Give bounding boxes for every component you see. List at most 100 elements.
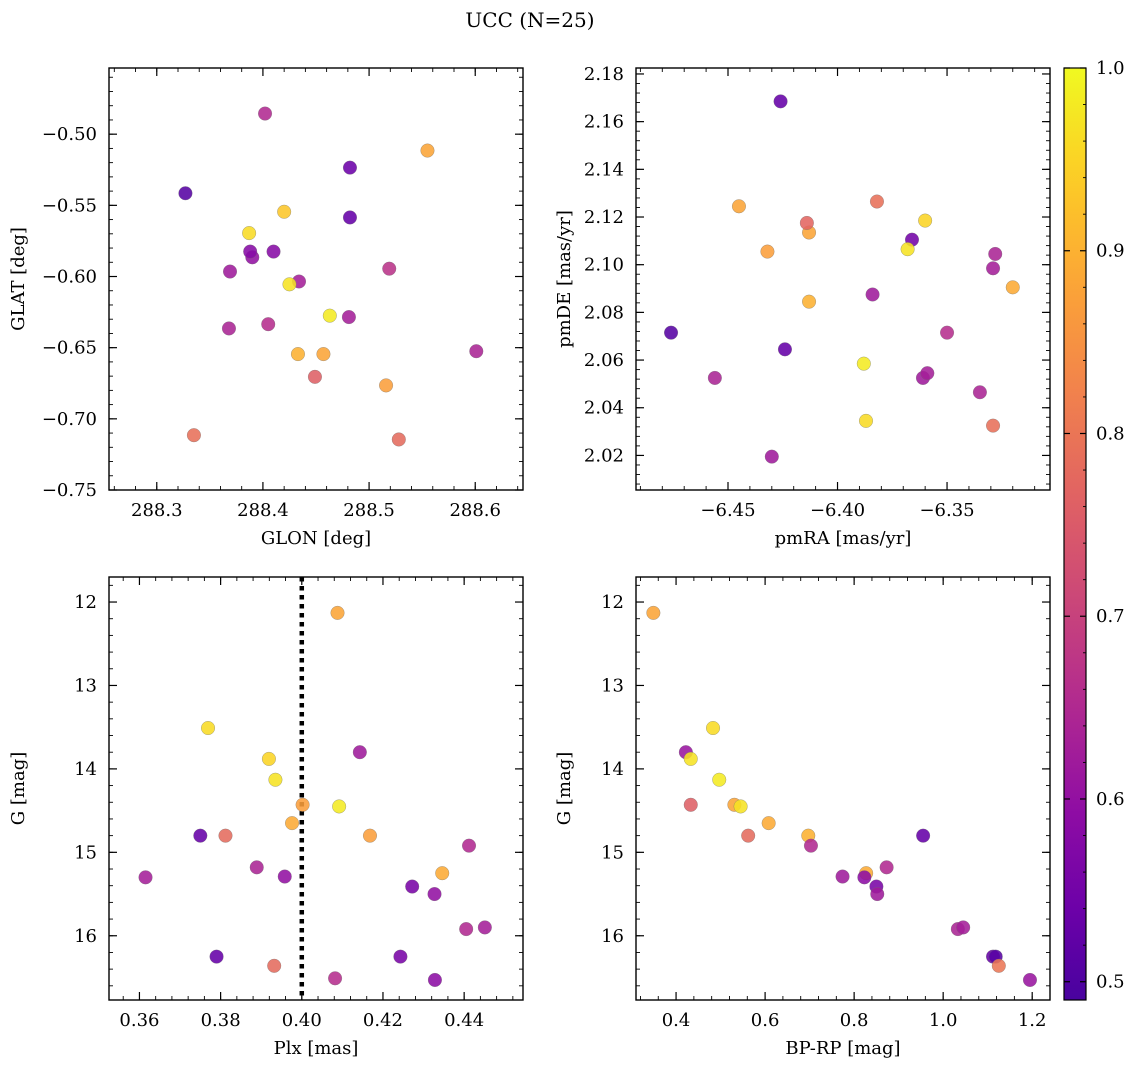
x-tick-label: 288.6: [449, 500, 501, 521]
y-tick-label: 14: [601, 759, 624, 780]
data-point: [773, 94, 788, 109]
x-tick-label: 288.3: [131, 500, 183, 521]
y-tick-label: 15: [601, 842, 624, 863]
data-point: [477, 920, 492, 935]
colorbar-gradient: [1063, 67, 1087, 1001]
data-point: [869, 194, 885, 209]
y-tick-label: −0.50: [42, 124, 97, 145]
data-point: [267, 958, 282, 973]
data-point: [420, 143, 435, 158]
data-point: [920, 366, 935, 381]
data-point: [405, 879, 420, 894]
data-point: [988, 246, 1003, 262]
data-point: [991, 958, 1006, 973]
data-point: [985, 418, 1001, 433]
data-point: [242, 226, 257, 241]
data-point: [663, 325, 679, 340]
colorbar-tick-label: 0.7: [1096, 606, 1125, 627]
data-point: [285, 816, 300, 831]
data-point: [761, 816, 776, 831]
y-tick-label: 16: [601, 926, 624, 947]
data-point: [835, 869, 850, 884]
data-point: [330, 605, 345, 620]
colorbar-tick-label: 1.0: [1096, 58, 1125, 79]
data-point: [427, 972, 442, 988]
y-tick-label: 2.18: [584, 64, 624, 85]
x-axis-label: BP-RP [mag]: [785, 1038, 900, 1059]
colorbar-tick-label: 0.8: [1096, 423, 1125, 444]
data-point: [683, 751, 698, 766]
panel-glon-glat: 288.3 288.4 288.5 288.6 −0.75 −0.70 −0.65 −0.60…: [8, 67, 524, 549]
data-point: [459, 922, 474, 937]
data-point: [221, 321, 237, 336]
data-point: [379, 378, 394, 393]
data-point: [307, 369, 322, 384]
data-point: [352, 745, 367, 760]
data-point: [972, 385, 987, 400]
y-tick-label: −0.55: [42, 195, 97, 216]
x-axis-label: pmRA [mas/yr]: [775, 528, 912, 549]
y-tick-label: 2.14: [584, 159, 624, 180]
colorbar-tick-label: 0.5: [1096, 972, 1125, 993]
panel-bprp-g: 0.4 0.6 0.8 1.0 1.2 12 13 14 15 16 BP-RP [mag] G [m…: [554, 576, 1051, 1059]
data-point: [712, 772, 727, 787]
x-tick-label: 0.36: [119, 1010, 159, 1031]
y-tick-label: 12: [601, 592, 624, 613]
plot-frame: [635, 67, 1051, 491]
data-point: [341, 310, 356, 325]
data-point: [193, 828, 208, 843]
data-point: [393, 949, 408, 964]
panel-pmra-pmde: −6.45 −6.40 −6.35 2.02 2.04 2.06 2.08 2.10 2.12 2…: [554, 64, 1051, 549]
y-tick-label: 14: [74, 759, 97, 780]
points: [663, 94, 1020, 464]
data-point: [277, 869, 292, 884]
data-point: [290, 347, 306, 362]
data-point: [956, 920, 971, 935]
data-point: [733, 799, 748, 814]
data-point: [328, 971, 343, 986]
data-point: [222, 264, 238, 279]
y-tick-label: −0.70: [42, 409, 97, 430]
data-point: [683, 797, 698, 812]
y-tick-label: −0.65: [42, 338, 97, 359]
y-tick-label: 13: [601, 675, 624, 696]
colorbar: 0.5 0.6 0.7 0.8 0.9 1.0: [1063, 58, 1125, 1001]
y-tick-label: −0.60: [42, 267, 97, 288]
data-point: [243, 244, 258, 259]
points: [178, 106, 484, 447]
x-tick-label: 1.2: [1018, 1010, 1047, 1031]
x-tick-label: 0.42: [363, 1010, 403, 1031]
plot-frame: [635, 576, 1051, 1001]
data-point: [268, 772, 283, 787]
y-tick-label: 2.06: [584, 350, 624, 371]
colorbar-tick-label: 0.9: [1096, 241, 1125, 262]
data-point: [1022, 972, 1038, 988]
y-tick-label: 2.16: [584, 112, 624, 133]
y-tick-label: 16: [74, 926, 97, 947]
y-tick-label: 2.04: [584, 398, 624, 419]
data-point: [342, 210, 358, 225]
x-tick-label: 0.4: [662, 1010, 691, 1031]
data-point: [705, 720, 721, 736]
data-point: [707, 370, 722, 385]
data-point: [332, 799, 347, 814]
y-tick-label: 2.10: [584, 255, 624, 276]
plot-frame: [108, 576, 524, 1001]
data-point: [803, 838, 818, 853]
data-point: [178, 186, 193, 201]
data-point: [731, 199, 747, 214]
data-point: [741, 828, 756, 843]
x-tick-label: 0.44: [444, 1010, 484, 1031]
y-tick-label: 12: [74, 592, 97, 613]
data-point: [856, 356, 871, 371]
x-tick-label: 288.5: [343, 500, 395, 521]
x-axis-label: Plx [mas]: [274, 1038, 359, 1059]
data-point: [764, 449, 779, 464]
data-point: [469, 344, 484, 359]
y-axis-label: pmDE [mas/yr]: [554, 210, 575, 348]
x-tick-label: 0.40: [282, 1010, 322, 1031]
y-tick-label: 2.02: [584, 445, 624, 466]
data-point: [916, 828, 931, 843]
data-point: [777, 342, 793, 357]
